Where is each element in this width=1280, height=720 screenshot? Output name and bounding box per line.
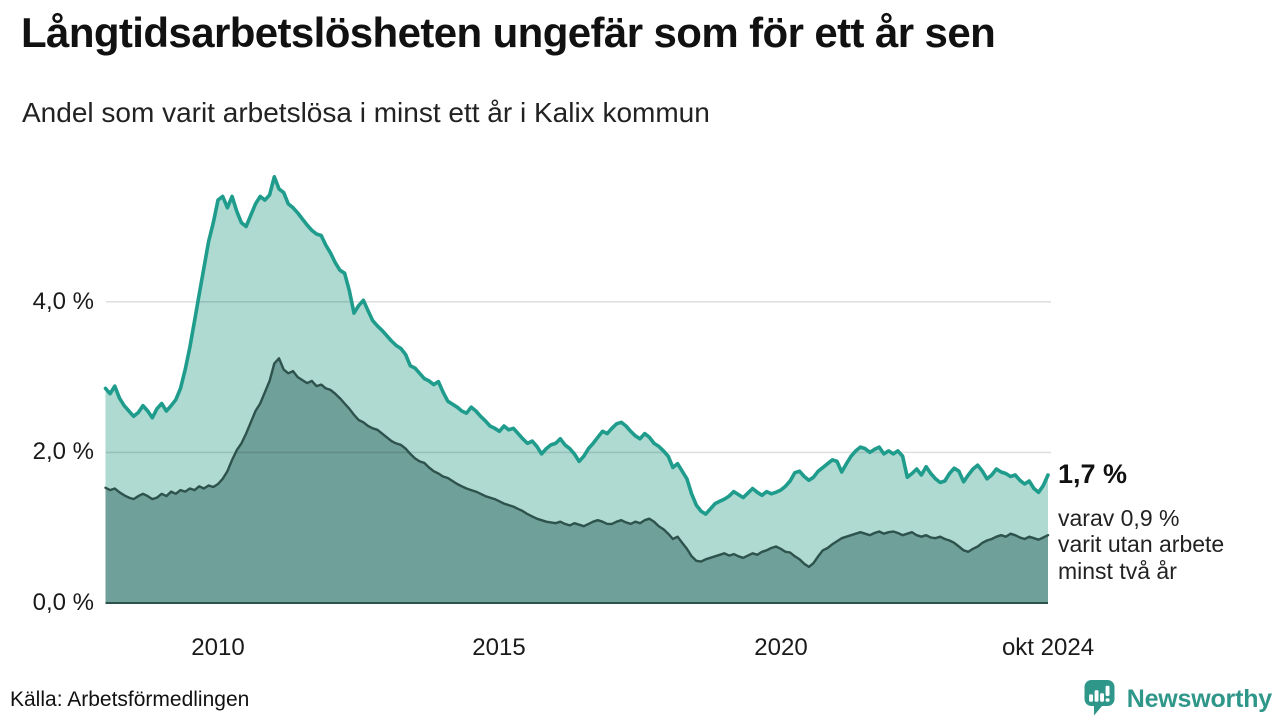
x-axis-label-okt-2024: okt 2024	[1001, 634, 1095, 661]
latest-value-annotation: 1,7 % varav 0,9 % varit utan arbete mins…	[1058, 460, 1273, 585]
y-axis-label-4: 4,0 %	[32, 287, 94, 315]
line-two-years	[104, 357, 1050, 569]
x-axis-label-2020: 2020	[754, 634, 808, 661]
newsworthy-icon	[1084, 680, 1115, 716]
area-two-years	[105, 358, 1048, 603]
newsworthy-logo: Newsworthy	[1081, 679, 1272, 719]
source-note: Källa: Arbetsförmedlingen	[10, 688, 250, 711]
annotation-value: 1,7 %	[1058, 458, 1128, 489]
page-title: Långtidsarbetslösheten ungefär som för e…	[21, 9, 996, 56]
x-axis-label-2010: 2010	[191, 634, 245, 661]
newsworthy-wordmark: Newsworthy	[1126, 684, 1272, 713]
annotation-line-2: varit utan arbete	[1058, 531, 1225, 558]
y-axis-label-0: 0,0 %	[32, 589, 94, 616]
line-one-year	[103, 175, 1050, 516]
annotation-line-3: minst två år	[1058, 557, 1177, 584]
y-axis-label-2: 2,0 %	[32, 438, 94, 466]
chart-subtitle: Andel som varit arbetslösa i minst ett å…	[22, 97, 710, 128]
x-axis-label-2015: 2015	[472, 634, 526, 661]
annotation-line-1: varav 0,9 %	[1058, 504, 1180, 531]
